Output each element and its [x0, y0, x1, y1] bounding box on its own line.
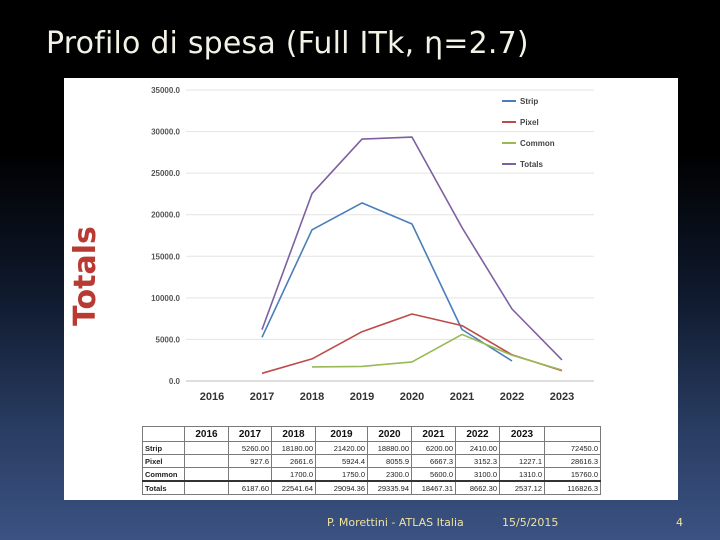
chart-grid	[186, 89, 594, 382]
y-tick-label: 10000.0	[151, 294, 180, 303]
table-cell: 5924.4	[315, 454, 368, 468]
table-header-cell	[142, 426, 185, 442]
legend-label: Pixel	[520, 118, 539, 127]
x-tick-label: 2020	[400, 391, 424, 403]
footer-author: P. Morettini - ATLAS Italia	[327, 516, 464, 529]
table-cell: 1310.0	[499, 467, 545, 482]
series-line-common	[311, 333, 563, 371]
table-cell	[184, 467, 229, 482]
table-cell	[499, 441, 545, 455]
y-tick-label: 20000.0	[151, 211, 180, 220]
y-tick-label: 25000.0	[151, 169, 180, 178]
table-cell: 5600.0	[411, 467, 456, 482]
series-line-pixel	[261, 313, 563, 375]
table-cell	[184, 441, 229, 455]
table-header-cell: 2017	[228, 426, 272, 442]
table-header-cell: 2021	[411, 426, 456, 442]
table-header-cell: 2018	[271, 426, 316, 442]
table-cell	[228, 467, 272, 482]
table-cell	[184, 454, 229, 468]
table-header-cell: 2019	[315, 426, 368, 442]
y-tick-label: 5000.0	[156, 335, 181, 344]
table-cell: 18880.00	[367, 441, 412, 455]
y-axis-ticks: 0.0 5000.0 10000.0 15000.0 20000.0 25000.0 300…	[151, 86, 180, 386]
table-cell: 28616.3	[544, 454, 601, 468]
table-cell: 6187.60	[228, 480, 272, 495]
x-axis-ticks: 2016 2017 2018 2019 2020 2021 2022 2023	[200, 391, 574, 403]
table-cell	[184, 480, 229, 495]
x-tick-label: 2019	[350, 391, 374, 403]
table-cell: 6200.00	[411, 441, 456, 455]
table-row: Common 1700.0 1750.0 2300.0 5600.0 3100.0 1310…	[142, 467, 601, 482]
legend-label: Strip	[520, 97, 538, 106]
x-tick-label: 2017	[250, 391, 274, 403]
y-tick-label: 0.0	[169, 377, 181, 386]
table-cell: 2537.12	[499, 480, 545, 495]
table-cell: 2661.6	[271, 454, 316, 468]
table-cell: 29094.36	[315, 480, 368, 495]
table-header-row: 2016 2017 2018 2019 2020 2021 2022 2023	[142, 426, 601, 442]
series-line-strip	[261, 202, 513, 362]
table-cell: 1750.0	[315, 467, 368, 482]
table-row: Totals 6187.60 22541.64 29094.36 29335.94 184…	[142, 480, 601, 495]
y-tick-label: 35000.0	[151, 86, 180, 95]
table-header-cell: 2020	[367, 426, 412, 442]
table-header-cell	[544, 426, 601, 442]
table-cell: 1227.1	[499, 454, 545, 468]
legend-label: Common	[520, 139, 555, 148]
table-header-cell: 2023	[499, 426, 545, 442]
table-cell: 8055.9	[367, 454, 412, 468]
chart-legend: Strip Pixel Common Totals	[502, 97, 555, 169]
table-cell: 3152.3	[455, 454, 500, 468]
x-tick-label: 2021	[450, 391, 474, 403]
x-tick-label: 2016	[200, 391, 224, 403]
table-cell: 6667.3	[411, 454, 456, 468]
table-header-cell: 2016	[184, 426, 229, 442]
table-cell: 1700.0	[271, 467, 316, 482]
table-cell: 3100.0	[455, 467, 500, 482]
line-chart: 0.0 5000.0 10000.0 15000.0 20000.0 25000.0 300…	[151, 86, 594, 403]
table-cell: 5260.00	[228, 441, 272, 455]
table-cell: 18180.00	[271, 441, 316, 455]
table-cell: 18467.31	[411, 480, 456, 495]
table-cell: 15760.0	[544, 467, 601, 482]
table-cell: 927.6	[228, 454, 272, 468]
table-cell: 72450.0	[544, 441, 601, 455]
x-tick-label: 2023	[550, 391, 574, 403]
y-tick-label: 30000.0	[151, 128, 180, 137]
data-table: 2016 2017 2018 2019 2020 2021 2022 2023 …	[142, 426, 601, 495]
table-cell: 2410.00	[455, 441, 500, 455]
chart-series	[261, 136, 563, 375]
footer-date: 15/5/2015	[502, 516, 559, 529]
table-cell: 8662.30	[455, 480, 500, 495]
table-row: Strip 5260.00 18180.00 21420.00 18880.00 6200…	[142, 441, 601, 455]
table-row-label: Common	[142, 467, 185, 482]
slide-title: Profilo di spesa (Full ITk, η=2.7)	[46, 26, 529, 61]
series-line-totals	[261, 136, 563, 361]
table-cell: 22541.64	[271, 480, 316, 495]
table-row-label: Strip	[142, 441, 185, 455]
x-tick-label: 2018	[300, 391, 324, 403]
table-header-cell: 2022	[455, 426, 500, 442]
table-row: Pixel 927.6 2661.6 5924.4 8055.9 6667.3 3152.3…	[142, 454, 601, 468]
x-tick-label: 2022	[500, 391, 524, 403]
table-cell: 2300.0	[367, 467, 412, 482]
y-tick-label: 15000.0	[151, 252, 180, 261]
table-cell: 29335.94	[367, 480, 412, 495]
table-cell: 116826.3	[544, 480, 601, 495]
legend-label: Totals	[520, 160, 544, 169]
table-row-label: Pixel	[142, 454, 185, 468]
table-row-label: Totals	[142, 480, 185, 495]
page-number: 4	[676, 516, 683, 529]
table-cell: 21420.00	[315, 441, 368, 455]
